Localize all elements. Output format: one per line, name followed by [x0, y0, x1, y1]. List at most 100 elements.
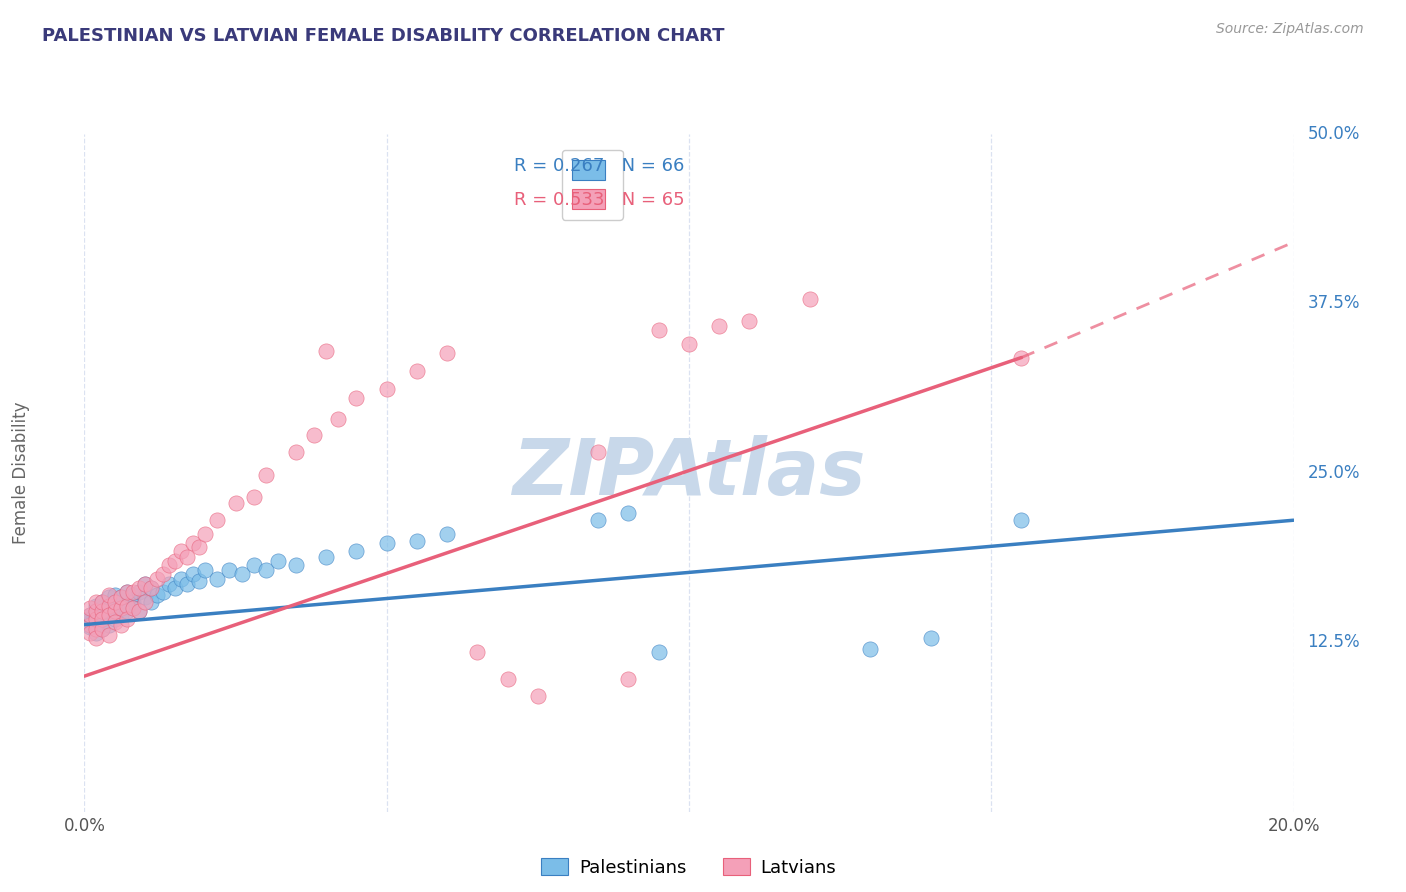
Point	[91, 612, 114, 626]
Text: Source: ZipAtlas.com: Source: ZipAtlas.com	[1216, 22, 1364, 37]
Point	[157, 558, 180, 572]
Point	[104, 594, 127, 608]
Point	[79, 608, 101, 623]
Point	[139, 581, 162, 595]
Point	[139, 581, 162, 595]
Text: ZIPAtlas: ZIPAtlas	[512, 434, 866, 511]
Point	[79, 617, 101, 632]
Point	[104, 604, 127, 618]
Point	[1010, 351, 1032, 365]
Point	[242, 490, 264, 504]
Text: 37.5%: 37.5%	[1308, 294, 1360, 312]
Point	[315, 549, 337, 564]
Point	[128, 604, 150, 618]
Point	[647, 323, 671, 337]
Point	[218, 563, 240, 577]
Point	[104, 615, 127, 629]
Text: 50.0%: 50.0%	[1308, 125, 1360, 143]
Point	[91, 604, 114, 618]
Point	[86, 604, 108, 618]
Text: R = 0.267   N = 66: R = 0.267 N = 66	[513, 157, 683, 175]
Point	[406, 364, 429, 378]
Point	[79, 615, 101, 629]
Point	[176, 577, 198, 591]
Point	[121, 601, 143, 615]
Point	[242, 558, 264, 572]
Point	[254, 563, 277, 577]
Point	[146, 572, 169, 586]
Point	[181, 567, 204, 582]
Point	[121, 588, 143, 602]
Point	[134, 591, 156, 605]
Point	[709, 319, 731, 334]
Text: Female Disability: Female Disability	[13, 401, 30, 544]
Point	[526, 690, 548, 704]
Point	[104, 612, 127, 626]
Point	[647, 645, 671, 659]
Point	[97, 588, 120, 602]
Point	[115, 585, 138, 599]
Point	[86, 608, 108, 623]
Point	[375, 536, 398, 550]
Point	[104, 594, 127, 608]
Point	[436, 346, 458, 360]
Point	[225, 495, 247, 509]
Point	[86, 617, 108, 632]
Point	[134, 577, 156, 591]
Point	[678, 337, 700, 351]
Point	[79, 612, 101, 626]
Point	[79, 620, 101, 634]
Point	[170, 572, 193, 586]
Point	[97, 617, 120, 632]
Point	[110, 601, 132, 615]
Point	[104, 588, 127, 602]
Point	[1010, 513, 1032, 527]
Point	[157, 577, 180, 591]
Point	[375, 382, 398, 396]
Point	[91, 612, 114, 626]
Point	[194, 526, 217, 541]
Point	[86, 604, 108, 618]
Point	[104, 604, 127, 618]
Point	[267, 554, 290, 568]
Point	[110, 617, 132, 632]
Point	[738, 314, 761, 328]
Point	[163, 581, 186, 595]
Point	[194, 563, 217, 577]
Point	[799, 292, 821, 306]
Point	[110, 591, 132, 605]
Point	[97, 608, 120, 623]
Point	[128, 604, 150, 618]
Point	[110, 601, 132, 615]
Point	[91, 622, 114, 636]
Point	[128, 585, 150, 599]
Point	[110, 608, 132, 623]
Point	[588, 513, 610, 527]
Point	[115, 599, 138, 613]
Point	[188, 574, 211, 589]
Point	[176, 549, 198, 564]
Point	[121, 601, 143, 615]
Text: R = 0.533   N = 65: R = 0.533 N = 65	[513, 191, 685, 209]
Point	[920, 631, 942, 645]
Point	[97, 599, 120, 613]
Point	[152, 567, 174, 582]
Point	[134, 594, 156, 608]
Point	[121, 585, 143, 599]
Legend: Palestinians, Latvians: Palestinians, Latvians	[534, 851, 844, 884]
Point	[97, 599, 120, 613]
Point	[328, 411, 350, 425]
Point	[146, 588, 169, 602]
Point	[91, 604, 114, 618]
Point	[207, 572, 229, 586]
Point	[163, 554, 186, 568]
Point	[110, 591, 132, 605]
Text: 12.5%: 12.5%	[1308, 633, 1360, 651]
Point	[86, 625, 108, 640]
Point	[115, 599, 138, 613]
Point	[170, 544, 193, 558]
Point	[617, 507, 640, 521]
Point	[79, 625, 101, 640]
Point	[128, 581, 150, 595]
Point	[436, 526, 458, 541]
